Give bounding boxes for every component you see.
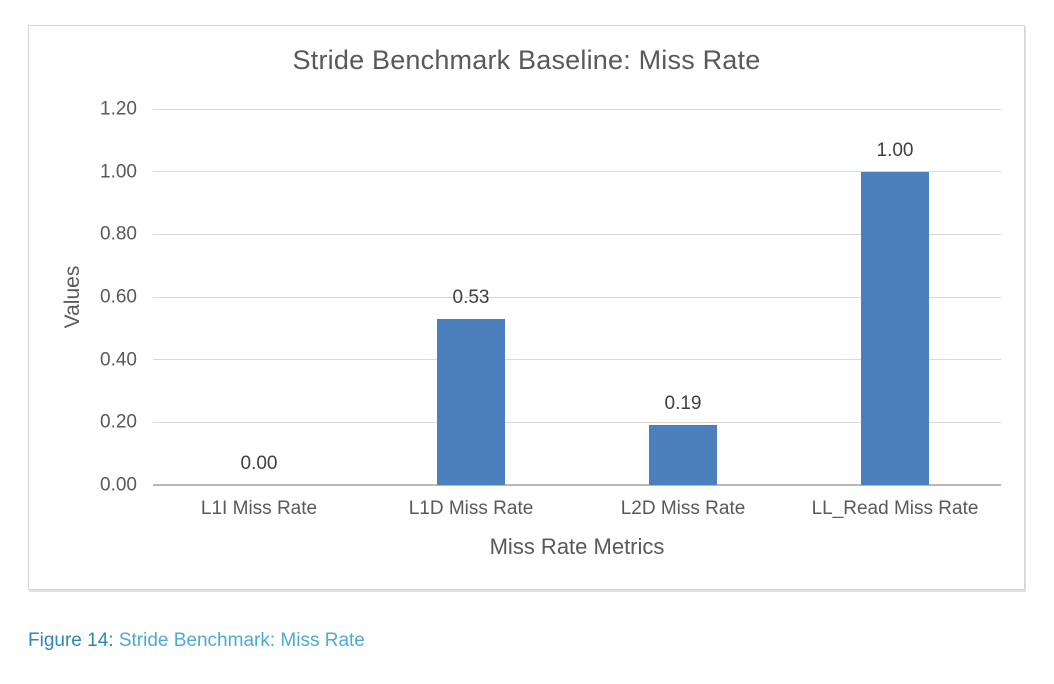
bar-slot: 0.00 L1I Miss Rate [153, 109, 365, 518]
x-category-label: LL_Read Miss Rate [811, 498, 979, 519]
plot-area: 0.00 0.20 0.40 0.60 0.80 1.00 1.20 0.00 L1I Miss… [100, 100, 1001, 518]
data-label: 0.19 [664, 393, 702, 415]
data-label: 0.00 [240, 453, 278, 474]
bar-slot: 0.19 L2D Miss Rate [577, 109, 789, 518]
y-tick-label: 1.20 [100, 98, 137, 120]
gridline [153, 421, 1001, 423]
data-label: 0.53 [452, 286, 490, 308]
bar [861, 171, 929, 485]
x-category-label: L1I Miss Rate [200, 498, 318, 519]
gridline [153, 233, 1001, 235]
bar-slot: 0.53 L1D Miss Rate [365, 109, 577, 518]
y-tick-label: 0.60 [100, 286, 137, 308]
gridline [153, 296, 1001, 298]
y-tick-label: 0.40 [100, 349, 137, 371]
bar [437, 318, 505, 485]
gridline [153, 171, 1001, 173]
figure-caption: Figure 14: Stride Benchmark: Miss Rate [28, 630, 365, 652]
gridline [153, 359, 1001, 361]
gridline [153, 108, 1001, 110]
chart-title: Stride Benchmark Baseline: Miss Rate [292, 45, 761, 75]
y-tick-label: 0.00 [100, 474, 137, 496]
chart-panel: Stride Benchmark Baseline: Miss Rate Val… [28, 25, 1025, 590]
bar [649, 425, 717, 485]
x-category-label: L1D Miss Rate [408, 498, 534, 519]
y-tick-label: 0.20 [100, 411, 137, 433]
bar-slot: 1.00 LL_Read Miss Rate [789, 109, 1001, 518]
y-tick-label: 0.80 [100, 223, 137, 245]
figure-caption-text: Stride Benchmark: Miss Rate [113, 630, 365, 651]
x-axis-line [153, 484, 1001, 486]
figure-caption-label: Figure 14: [28, 630, 114, 651]
y-tick-label: 1.00 [100, 161, 137, 183]
x-category-label: L2D Miss Rate [620, 498, 746, 519]
x-axis-label: Miss Rate Metrics [489, 534, 665, 559]
data-label: 1.00 [876, 139, 914, 161]
